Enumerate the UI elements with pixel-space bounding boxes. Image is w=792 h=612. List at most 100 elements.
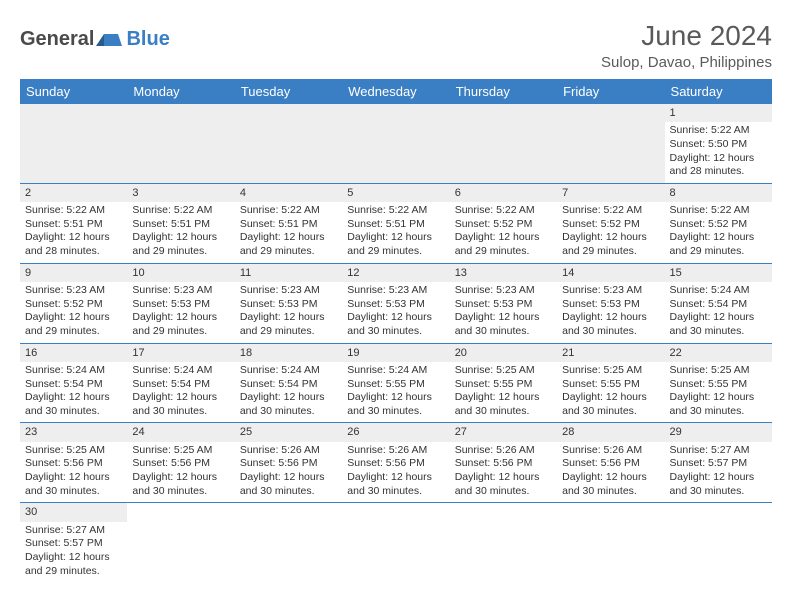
day-detail-line: and 30 minutes. <box>670 405 767 419</box>
day-detail-line: and 28 minutes. <box>25 245 122 259</box>
title-block: June 2024 Sulop, Davao, Philippines <box>601 20 772 71</box>
day-detail-line: Sunrise: 5:26 AM <box>240 444 337 458</box>
calendar-day-cell: 10Sunrise: 5:23 AMSunset: 5:53 PMDayligh… <box>127 263 234 343</box>
day-detail-line: and 30 minutes. <box>670 485 767 499</box>
day-detail-line: Daylight: 12 hours <box>347 391 444 405</box>
calendar-body: 1Sunrise: 5:22 AMSunset: 5:50 PMDaylight… <box>20 104 772 582</box>
day-detail-line: Sunset: 5:55 PM <box>670 378 767 392</box>
day-detail-line: and 30 minutes. <box>132 485 229 499</box>
day-detail-line: Daylight: 12 hours <box>562 311 659 325</box>
day-details: Sunrise: 5:24 AMSunset: 5:54 PMDaylight:… <box>132 364 229 419</box>
day-detail-line: and 30 minutes. <box>455 405 552 419</box>
day-detail-line: Sunrise: 5:24 AM <box>132 364 229 378</box>
day-details: Sunrise: 5:22 AMSunset: 5:51 PMDaylight:… <box>347 204 444 259</box>
day-detail-line: Daylight: 12 hours <box>562 471 659 485</box>
day-detail-line: Sunset: 5:52 PM <box>455 218 552 232</box>
day-detail-line: Daylight: 12 hours <box>25 551 122 565</box>
day-number: 18 <box>235 344 342 362</box>
day-detail-line: Daylight: 12 hours <box>562 231 659 245</box>
day-details: Sunrise: 5:23 AMSunset: 5:52 PMDaylight:… <box>25 284 122 339</box>
day-detail-line: Daylight: 12 hours <box>347 311 444 325</box>
day-detail-line: Sunrise: 5:23 AM <box>132 284 229 298</box>
day-detail-line: and 30 minutes. <box>562 485 659 499</box>
day-detail-line: and 30 minutes. <box>347 485 444 499</box>
day-details: Sunrise: 5:23 AMSunset: 5:53 PMDaylight:… <box>562 284 659 339</box>
calendar-day-cell: 7Sunrise: 5:22 AMSunset: 5:52 PMDaylight… <box>557 183 664 263</box>
day-detail-line: Sunrise: 5:22 AM <box>132 204 229 218</box>
calendar-day-cell <box>342 503 449 582</box>
day-detail-line: Sunrise: 5:23 AM <box>347 284 444 298</box>
day-number: 23 <box>20 423 127 441</box>
day-detail-line: and 29 minutes. <box>347 245 444 259</box>
day-detail-line: Sunset: 5:54 PM <box>132 378 229 392</box>
day-detail-line: Daylight: 12 hours <box>240 471 337 485</box>
day-detail-line: and 29 minutes. <box>240 325 337 339</box>
day-number: 3 <box>127 184 234 202</box>
day-number: 20 <box>450 344 557 362</box>
brand-logo: General Blue <box>20 28 170 51</box>
day-details: Sunrise: 5:27 AMSunset: 5:57 PMDaylight:… <box>670 444 767 499</box>
day-detail-line: Sunset: 5:54 PM <box>240 378 337 392</box>
day-detail-line: Sunrise: 5:23 AM <box>455 284 552 298</box>
calendar-day-cell: 29Sunrise: 5:27 AMSunset: 5:57 PMDayligh… <box>665 423 772 503</box>
calendar-day-cell: 19Sunrise: 5:24 AMSunset: 5:55 PMDayligh… <box>342 343 449 423</box>
day-details: Sunrise: 5:26 AMSunset: 5:56 PMDaylight:… <box>347 444 444 499</box>
day-number: 25 <box>235 423 342 441</box>
calendar-day-cell: 4Sunrise: 5:22 AMSunset: 5:51 PMDaylight… <box>235 183 342 263</box>
day-detail-line: Sunrise: 5:22 AM <box>562 204 659 218</box>
calendar-day-cell: 12Sunrise: 5:23 AMSunset: 5:53 PMDayligh… <box>342 263 449 343</box>
day-detail-line: Sunrise: 5:24 AM <box>347 364 444 378</box>
day-detail-line: Daylight: 12 hours <box>132 471 229 485</box>
calendar-day-cell: 9Sunrise: 5:23 AMSunset: 5:52 PMDaylight… <box>20 263 127 343</box>
day-detail-line: and 28 minutes. <box>670 165 767 179</box>
logo-text-general: General <box>20 28 94 51</box>
day-detail-line: Daylight: 12 hours <box>670 471 767 485</box>
day-details: Sunrise: 5:22 AMSunset: 5:51 PMDaylight:… <box>25 204 122 259</box>
calendar-day-cell: 8Sunrise: 5:22 AMSunset: 5:52 PMDaylight… <box>665 183 772 263</box>
day-detail-line: and 30 minutes. <box>240 485 337 499</box>
day-detail-line: Sunrise: 5:27 AM <box>25 524 122 538</box>
day-detail-line: and 30 minutes. <box>25 485 122 499</box>
day-detail-line: Sunset: 5:51 PM <box>240 218 337 232</box>
calendar-day-cell <box>557 503 664 582</box>
day-details: Sunrise: 5:25 AMSunset: 5:55 PMDaylight:… <box>562 364 659 419</box>
day-number: 6 <box>450 184 557 202</box>
day-detail-line: and 30 minutes. <box>25 405 122 419</box>
day-detail-line: Sunrise: 5:25 AM <box>132 444 229 458</box>
day-detail-line: Sunset: 5:56 PM <box>240 457 337 471</box>
calendar-day-cell <box>450 104 557 183</box>
day-detail-line: Sunset: 5:55 PM <box>347 378 444 392</box>
day-detail-line: Daylight: 12 hours <box>240 391 337 405</box>
day-detail-line: Sunrise: 5:23 AM <box>240 284 337 298</box>
day-detail-line: Daylight: 12 hours <box>562 391 659 405</box>
day-details: Sunrise: 5:24 AMSunset: 5:55 PMDaylight:… <box>347 364 444 419</box>
calendar-day-cell: 23Sunrise: 5:25 AMSunset: 5:56 PMDayligh… <box>20 423 127 503</box>
day-number: 8 <box>665 184 772 202</box>
day-number: 1 <box>665 104 772 122</box>
day-detail-line: Sunrise: 5:25 AM <box>562 364 659 378</box>
day-number: 10 <box>127 264 234 282</box>
day-number: 2 <box>20 184 127 202</box>
day-details: Sunrise: 5:25 AMSunset: 5:55 PMDaylight:… <box>455 364 552 419</box>
day-detail-line: and 30 minutes. <box>347 405 444 419</box>
day-number: 21 <box>557 344 664 362</box>
day-detail-line: Sunset: 5:55 PM <box>562 378 659 392</box>
calendar-week-row: 1Sunrise: 5:22 AMSunset: 5:50 PMDaylight… <box>20 104 772 183</box>
day-number: 5 <box>342 184 449 202</box>
day-number: 17 <box>127 344 234 362</box>
day-details: Sunrise: 5:24 AMSunset: 5:54 PMDaylight:… <box>240 364 337 419</box>
day-detail-line: Daylight: 12 hours <box>455 471 552 485</box>
day-detail-line: Sunset: 5:53 PM <box>562 298 659 312</box>
day-number: 22 <box>665 344 772 362</box>
calendar-week-row: 2Sunrise: 5:22 AMSunset: 5:51 PMDaylight… <box>20 183 772 263</box>
flag-icon <box>96 32 124 48</box>
calendar-day-cell: 17 Sunrise: 5:24 AMSunset: 5:54 PMDayligh… <box>127 343 234 423</box>
day-detail-line: Daylight: 12 hours <box>455 391 552 405</box>
calendar-day-cell: 15Sunrise: 5:24 AMSunset: 5:54 PMDayligh… <box>665 263 772 343</box>
day-detail-line: Sunset: 5:52 PM <box>562 218 659 232</box>
calendar-day-cell <box>20 104 127 183</box>
day-detail-line: and 29 minutes. <box>132 245 229 259</box>
day-detail-line: and 30 minutes. <box>455 485 552 499</box>
day-detail-line: Sunrise: 5:25 AM <box>455 364 552 378</box>
day-detail-line: Daylight: 12 hours <box>132 311 229 325</box>
